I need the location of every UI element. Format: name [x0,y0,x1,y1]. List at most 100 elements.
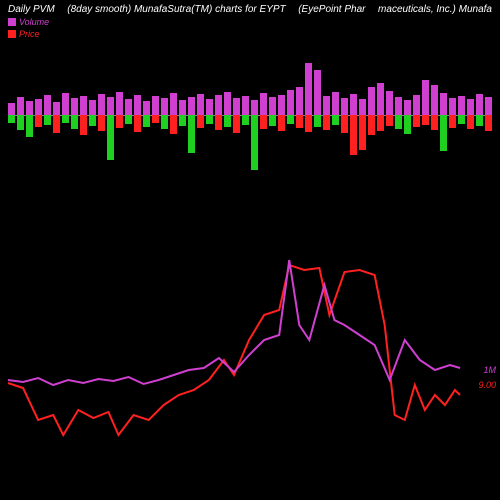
volume-swatch [8,18,16,26]
bar-up [62,93,69,115]
bar-item [134,55,141,175]
bar-up [134,95,141,115]
bar-item [296,55,303,175]
y-axis-label: 9.00 [478,380,496,390]
bar-down [116,115,123,128]
bar-down [278,115,285,131]
bar-item [467,55,474,175]
bar-down [143,115,150,127]
bar-item [8,55,15,175]
bar-item [377,55,384,175]
bar-up [251,100,258,115]
bar-item [152,55,159,175]
bar-item [35,55,42,175]
legend: Volume Price [8,16,49,40]
bar-up [161,98,168,115]
bar-up [26,101,33,115]
bar-item [332,55,339,175]
bar-item [242,55,249,175]
header-right-1: (EyePoint Phar [298,4,365,15]
bar-up [332,92,339,115]
bar-up [377,83,384,115]
bar-down [404,115,411,134]
bar-down [170,115,177,134]
bar-down [98,115,105,131]
bar-up [35,99,42,115]
bar-down [341,115,348,133]
bar-up [170,93,177,115]
bar-item [170,55,177,175]
bar-item [440,55,447,175]
bar-up [224,92,231,115]
bar-item [188,55,195,175]
bar-item [269,55,276,175]
bar-down [71,115,78,129]
bar-down [305,115,312,132]
bar-item [107,55,114,175]
bar-down [242,115,249,125]
bar-item [26,55,33,175]
bar-up [260,93,267,115]
bar-up [89,100,96,115]
bar-item [386,55,393,175]
bar-down [422,115,429,125]
bar-up [278,95,285,115]
legend-volume-label: Volume [19,16,49,28]
bar-up [323,96,330,115]
bar-down [467,115,474,129]
bar-down [125,115,132,124]
bar-down [161,115,168,129]
bar-item [323,55,330,175]
bar-down [224,115,231,127]
bar-down [188,115,195,153]
bar-up [404,100,411,115]
bar-down [80,115,87,135]
bar-up [242,96,249,115]
bar-item [305,55,312,175]
bar-down [53,115,60,133]
bar-up [386,91,393,115]
bar-item [359,55,366,175]
bar-item [44,55,51,175]
bar-item [476,55,483,175]
bar-down [377,115,384,131]
bar-item [17,55,24,175]
bar-down [206,115,213,124]
bar-item [80,55,87,175]
line-svg [8,240,460,460]
bar-up [44,95,51,115]
bar-up [53,102,60,115]
bar-item [215,55,222,175]
bar-item [395,55,402,175]
bar-up [17,97,24,115]
bar-down [269,115,276,126]
bar-up [359,99,366,115]
bar-down [89,115,96,126]
bar-up [197,94,204,115]
bar-down [8,115,15,123]
bar-item [53,55,60,175]
header-left: Daily PVM [8,4,55,15]
legend-price-label: Price [19,28,40,40]
bar-up [395,97,402,115]
bar-item [197,55,204,175]
bar-down [260,115,267,129]
price-swatch [8,30,16,38]
bar-chart-panel [8,55,492,175]
bar-item [62,55,69,175]
bar-down [17,115,24,130]
bar-up [80,96,87,115]
bar-up [422,80,429,115]
bar-up [107,97,114,115]
bar-up [305,63,312,115]
bar-item [224,55,231,175]
bar-up [125,99,132,115]
bar-up [116,92,123,115]
bar-up [485,97,492,115]
bar-up [269,97,276,115]
bar-down [44,115,51,125]
bar-up [287,90,294,115]
bar-down [296,115,303,128]
bar-item [485,55,492,175]
bar-down [152,115,159,123]
